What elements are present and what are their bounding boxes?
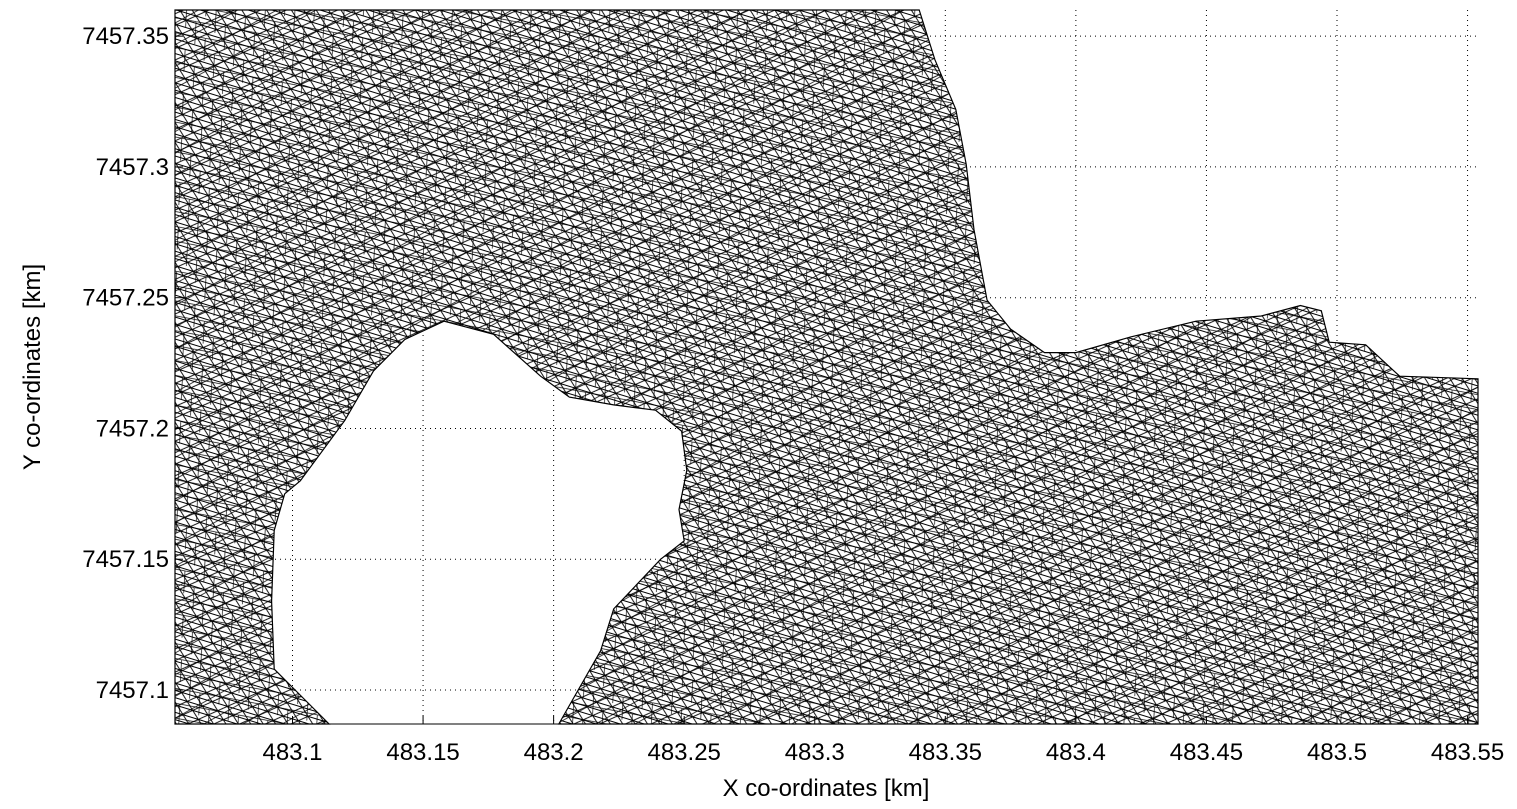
chart: 483.1 483.15 483.2 483.25 483.3 483.35 483.4 48… xyxy=(0,0,1517,804)
x-tick-label: 483.2 xyxy=(524,739,584,766)
y-tick-label: 7457.3 xyxy=(96,154,169,181)
y-tick-label: 7457.15 xyxy=(82,546,169,573)
x-tick-label: 483.4 xyxy=(1046,739,1106,766)
y-tick-label: 7457.25 xyxy=(82,285,169,312)
y-tick-label: 7457.1 xyxy=(96,677,169,704)
x-tick-label: 483.45 xyxy=(1170,739,1243,766)
x-tick-label: 483.55 xyxy=(1431,739,1504,766)
y-axis-label: Y co-ordinates [km] xyxy=(19,264,46,470)
x-tick-label: 483.15 xyxy=(386,739,459,766)
x-tick-label: 483.35 xyxy=(909,739,982,766)
x-tick-label: 483.25 xyxy=(647,739,720,766)
x-axis-label: X co-ordinates [km] xyxy=(723,775,930,802)
x-tick-label: 483.5 xyxy=(1307,739,1367,766)
x-tick-label: 483.1 xyxy=(262,739,322,766)
x-tick-label: 483.3 xyxy=(785,739,845,766)
mesh xyxy=(175,10,1478,724)
y-tick-label: 7457.2 xyxy=(96,415,169,442)
mesh-fill xyxy=(175,10,1478,724)
y-tick-label: 7457.35 xyxy=(82,23,169,50)
page: 483.1 483.15 483.2 483.25 483.3 483.35 483.4 48… xyxy=(0,0,1517,809)
